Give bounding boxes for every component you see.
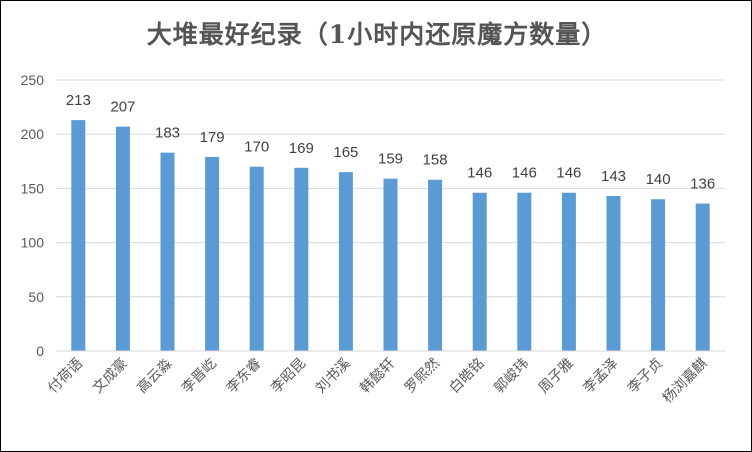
y-tick-label-150: 150: [21, 180, 45, 196]
y-tick-label-50: 50: [28, 289, 44, 305]
x-category-label-14: 李子贞: [624, 355, 666, 397]
x-category-label-9: 罗熙然: [401, 355, 443, 397]
x-category-label-10: 白皓铭: [447, 356, 488, 397]
y-tick-label-0: 0: [36, 343, 44, 359]
data-label-6: 169: [289, 140, 314, 157]
bar-15: [695, 203, 710, 351]
bar-1: [71, 120, 86, 351]
data-label-1: 213: [66, 92, 91, 109]
bar-11: [517, 192, 532, 351]
x-category-label-15: 杨浏嘉麒: [660, 356, 711, 407]
data-label-15: 136: [690, 176, 715, 193]
x-category-label-13: 李孟泽: [580, 356, 621, 397]
data-label-7: 165: [333, 144, 358, 161]
y-tick-label-100: 100: [21, 235, 45, 251]
x-category-label-1: 付荷语: [45, 356, 86, 397]
data-label-4: 179: [200, 129, 225, 146]
data-label-2: 207: [110, 99, 135, 116]
x-category-label-5: 李东睿: [224, 356, 265, 397]
data-label-10: 146: [467, 165, 492, 182]
bar-6: [294, 167, 309, 351]
data-label-14: 140: [646, 171, 671, 188]
y-tick-label-200: 200: [21, 126, 45, 142]
data-label-12: 146: [556, 165, 581, 182]
x-category-label-6: 李昭昆: [268, 356, 309, 397]
x-category-label-8: 韩懿轩: [357, 356, 398, 397]
bars: [71, 120, 710, 351]
x-axis-categories: 付荷语 文成豪 高云淼 李晋屹 李东睿 李昭昆 刘书溪 韩懿轩 罗熙然 白皓铭 郭峻玮 周子雅 李孟泽李…: [45, 355, 710, 407]
x-category-label-2: 文成豪: [90, 356, 131, 397]
y-tick-label-250: 250: [21, 72, 45, 88]
x-category-label-4: 李晋屹: [179, 356, 220, 397]
bar-9: [428, 179, 443, 351]
x-category-label-3: 高云淼: [134, 355, 176, 397]
data-label-3: 183: [155, 125, 180, 142]
data-label-11: 146: [512, 165, 537, 182]
bar-8: [383, 178, 398, 351]
data-label-8: 159: [378, 151, 403, 168]
data-label-9: 158: [423, 152, 448, 169]
bar-7: [338, 172, 353, 351]
bar-2: [115, 126, 130, 351]
bar-4: [205, 156, 220, 351]
bar-13: [606, 195, 621, 351]
data-labels: 213 207 183 179 170 169 165 159 158 146 146 146 143 1…: [66, 92, 715, 192]
bar-10: [472, 192, 487, 351]
bar-3: [160, 152, 175, 351]
bar-12: [561, 192, 576, 351]
x-category-label-11: 郭峻玮: [490, 355, 532, 397]
chart-title: 大堆最好纪录（1小时内还原魔方数量）: [146, 20, 608, 49]
bar-5: [249, 166, 264, 351]
x-category-label-12: 周子雅: [536, 356, 577, 397]
x-category-label-7: 刘书溪: [313, 356, 354, 397]
data-label-5: 170: [244, 139, 269, 156]
y-axis-ticks: 0 50 100 150 200 250: [21, 72, 45, 359]
bar-14: [651, 199, 666, 351]
data-label-13: 143: [601, 168, 626, 185]
